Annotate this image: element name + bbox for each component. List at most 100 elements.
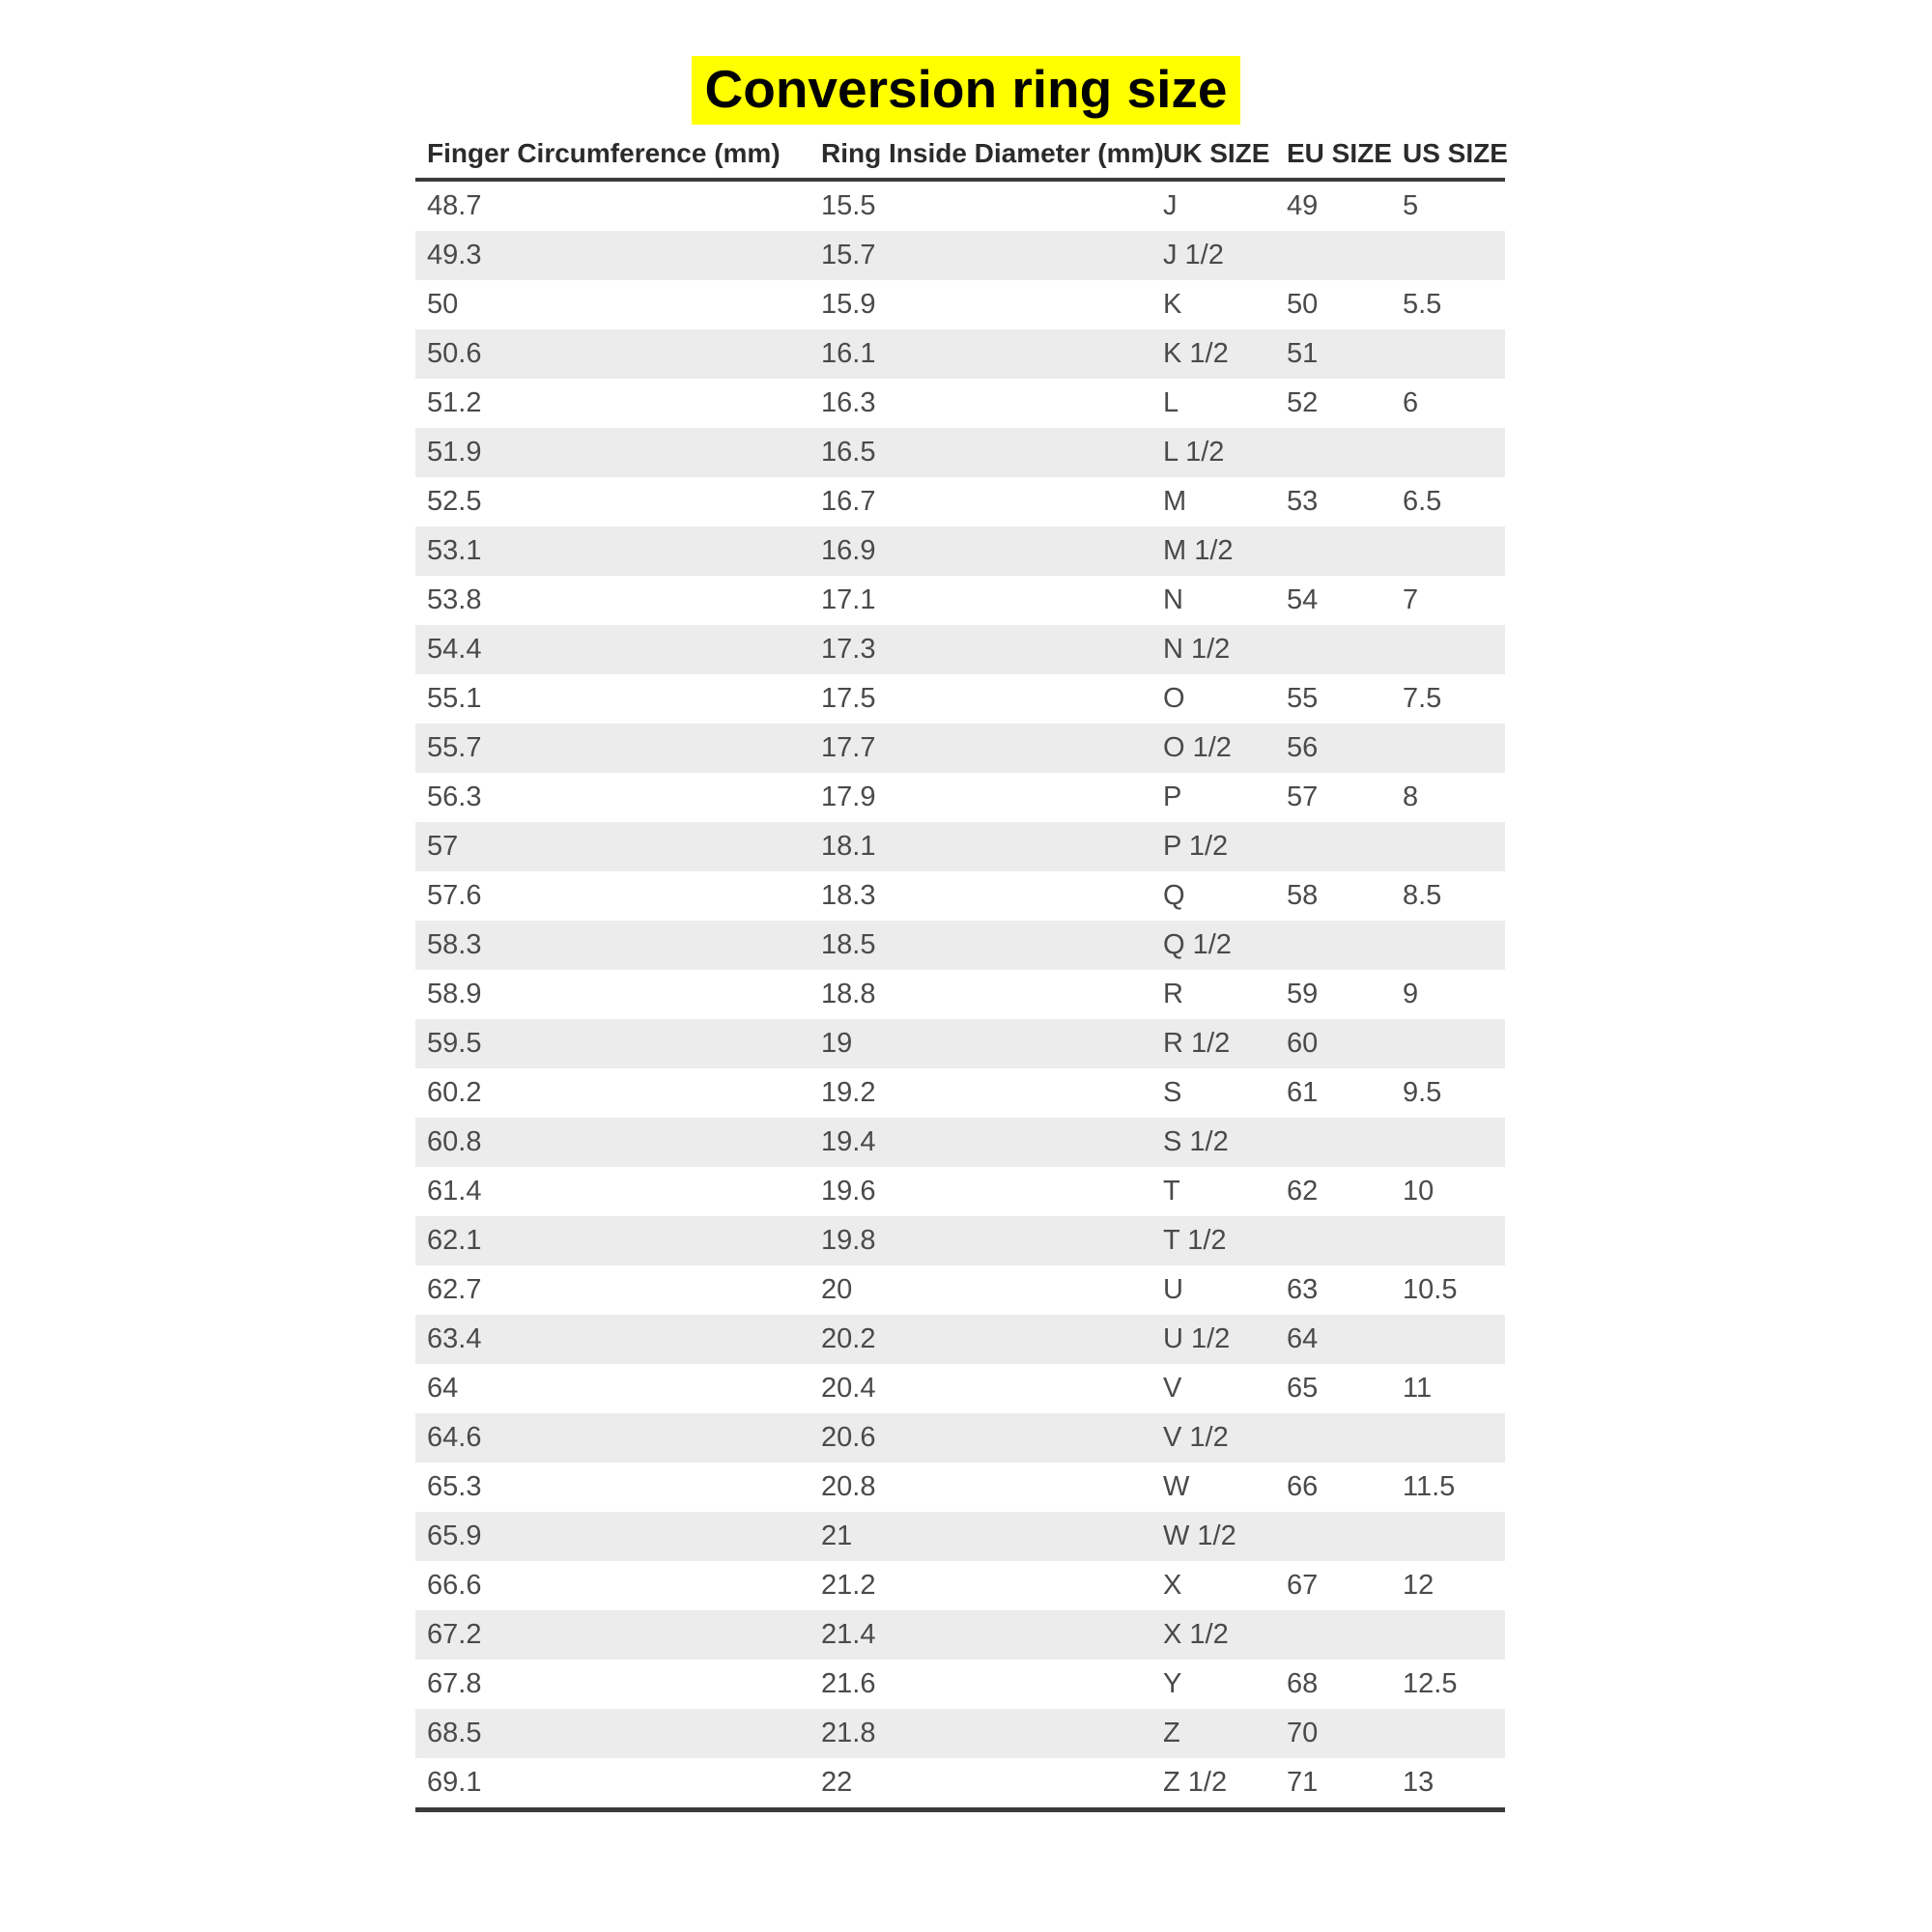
cell-us-size <box>1391 1118 1505 1167</box>
cell-uk-size: Z 1/2 <box>1163 1767 1228 1798</box>
cell-eu-size: 58 <box>1287 880 1319 911</box>
cell-eu-size: 57 <box>1287 781 1319 812</box>
cell-us-size <box>1391 1413 1505 1463</box>
cell-uk-size: L 1/2 <box>1163 437 1225 468</box>
cell-us-size: 6 <box>1403 387 1419 418</box>
cell-us-size: 13 <box>1403 1767 1435 1798</box>
table-row: 50 15.9 K 50 5.5 <box>415 280 1505 329</box>
cell-finger-circumference: 64 <box>427 1373 459 1404</box>
cell-ring-inside-diameter: 16.5 <box>821 437 876 468</box>
table-body: 48.7 15.5 J 49 5 49.3 15.7 J 1/2 50 15.9 K 50 5.5 50.… <box>415 180 1505 1810</box>
cell-us-size: 7.5 <box>1403 683 1442 714</box>
cell-eu-size: 52 <box>1287 387 1319 418</box>
cell-eu-size <box>1275 822 1391 871</box>
cell-eu-size: 49 <box>1287 190 1319 221</box>
table-row: 65.9 21 W 1/2 <box>415 1512 1505 1561</box>
cell-uk-size: J 1/2 <box>1163 240 1224 270</box>
cell-ring-inside-diameter: 16.7 <box>821 486 876 517</box>
cell-uk-size: U 1/2 <box>1163 1323 1231 1354</box>
cell-finger-circumference: 61.4 <box>427 1176 482 1207</box>
cell-finger-circumference: 63.4 <box>427 1323 482 1354</box>
cell-eu-size <box>1275 526 1391 576</box>
cell-ring-inside-diameter: 18.3 <box>821 880 876 911</box>
table-row: 55.7 17.7 O 1/2 56 <box>415 724 1505 773</box>
cell-us-size <box>1391 526 1505 576</box>
cell-us-size <box>1391 1512 1505 1561</box>
cell-us-size <box>1391 921 1505 970</box>
cell-finger-circumference: 53.1 <box>427 535 482 566</box>
cell-ring-inside-diameter: 17.9 <box>821 781 876 812</box>
cell-eu-size: 53 <box>1287 486 1319 517</box>
table-row: 69.1 22 Z 1/2 71 13 <box>415 1758 1505 1810</box>
cell-ring-inside-diameter: 15.5 <box>821 190 876 221</box>
table-row: 68.5 21.8 Z 70 <box>415 1709 1505 1758</box>
cell-us-size: 10 <box>1403 1176 1435 1207</box>
cell-ring-inside-diameter: 19.8 <box>821 1225 876 1256</box>
table-row: 67.2 21.4 X 1/2 <box>415 1610 1505 1660</box>
cell-finger-circumference: 55.7 <box>427 732 482 763</box>
table-row: 64.6 20.6 V 1/2 <box>415 1413 1505 1463</box>
cell-eu-size: 66 <box>1287 1471 1319 1502</box>
cell-ring-inside-diameter: 19.4 <box>821 1126 876 1157</box>
table-row: 51.9 16.5 L 1/2 <box>415 428 1505 477</box>
cell-uk-size: W 1/2 <box>1163 1520 1236 1551</box>
cell-finger-circumference: 67.8 <box>427 1668 482 1699</box>
cell-ring-inside-diameter: 21.4 <box>821 1619 876 1650</box>
table-row: 56.3 17.9 P 57 8 <box>415 773 1505 822</box>
cell-eu-size: 64 <box>1287 1323 1319 1354</box>
cell-uk-size: V <box>1163 1373 1182 1404</box>
cell-ring-inside-diameter: 18.5 <box>821 929 876 960</box>
cell-us-size <box>1391 329 1505 379</box>
cell-finger-circumference: 54.4 <box>427 634 482 665</box>
cell-finger-circumference: 59.5 <box>427 1028 482 1059</box>
cell-us-size: 9.5 <box>1403 1077 1442 1108</box>
cell-finger-circumference: 69.1 <box>427 1767 482 1798</box>
table-row: 58.3 18.5 Q 1/2 <box>415 921 1505 970</box>
cell-eu-size <box>1275 921 1391 970</box>
table-row: 64 20.4 V 65 11 <box>415 1364 1505 1413</box>
table-row: 62.1 19.8 T 1/2 <box>415 1216 1505 1265</box>
cell-eu-size: 51 <box>1287 338 1319 369</box>
cell-eu-size: 54 <box>1287 584 1319 615</box>
cell-us-size <box>1391 1216 1505 1265</box>
cell-uk-size: R 1/2 <box>1163 1028 1231 1059</box>
cell-ring-inside-diameter: 19.2 <box>821 1077 876 1108</box>
cell-uk-size: N <box>1163 584 1183 615</box>
cell-ring-inside-diameter: 16.3 <box>821 387 876 418</box>
cell-finger-circumference: 50.6 <box>427 338 482 369</box>
cell-us-size: 5 <box>1403 190 1419 221</box>
cell-uk-size: N 1/2 <box>1163 634 1231 665</box>
cell-finger-circumference: 55.1 <box>427 683 482 714</box>
cell-us-size <box>1391 1315 1505 1364</box>
cell-uk-size: P 1/2 <box>1163 831 1229 862</box>
cell-ring-inside-diameter: 18.8 <box>821 979 876 1009</box>
cell-ring-inside-diameter: 18.1 <box>821 831 876 862</box>
cell-uk-size: R <box>1163 979 1183 1009</box>
cell-finger-circumference: 62.7 <box>427 1274 482 1305</box>
col-header-eu-size: EU SIZE <box>1287 138 1392 168</box>
cell-finger-circumference: 60.2 <box>427 1077 482 1108</box>
cell-us-size: 8 <box>1403 781 1419 812</box>
cell-eu-size <box>1275 428 1391 477</box>
ring-size-conversion-table: Finger Circumference (mm) Ring Inside Di… <box>415 129 1508 1812</box>
cell-finger-circumference: 65.3 <box>427 1471 482 1502</box>
cell-finger-circumference: 62.1 <box>427 1225 482 1256</box>
table-row: 61.4 19.6 T 62 10 <box>415 1167 1505 1216</box>
cell-finger-circumference: 48.7 <box>427 190 482 221</box>
cell-us-size: 12.5 <box>1403 1668 1458 1699</box>
cell-uk-size: M <box>1163 486 1187 517</box>
col-header-finger-circumference: Finger Circumference (mm) <box>427 138 781 168</box>
table-row: 48.7 15.5 J 49 5 <box>415 180 1505 231</box>
col-header-us-size: US SIZE <box>1403 138 1508 168</box>
cell-ring-inside-diameter: 16.9 <box>821 535 876 566</box>
cell-uk-size: V 1/2 <box>1163 1422 1229 1453</box>
cell-uk-size: L <box>1163 387 1179 418</box>
table-row: 52.5 16.7 M 53 6.5 <box>415 477 1505 526</box>
table-row: 60.8 19.4 S 1/2 <box>415 1118 1505 1167</box>
cell-finger-circumference: 51.2 <box>427 387 482 418</box>
cell-ring-inside-diameter: 19.6 <box>821 1176 876 1207</box>
cell-us-size: 8.5 <box>1403 880 1442 911</box>
table-row: 60.2 19.2 S 61 9.5 <box>415 1068 1505 1118</box>
table-row: 67.8 21.6 Y 68 12.5 <box>415 1660 1505 1709</box>
cell-finger-circumference: 64.6 <box>427 1422 482 1453</box>
